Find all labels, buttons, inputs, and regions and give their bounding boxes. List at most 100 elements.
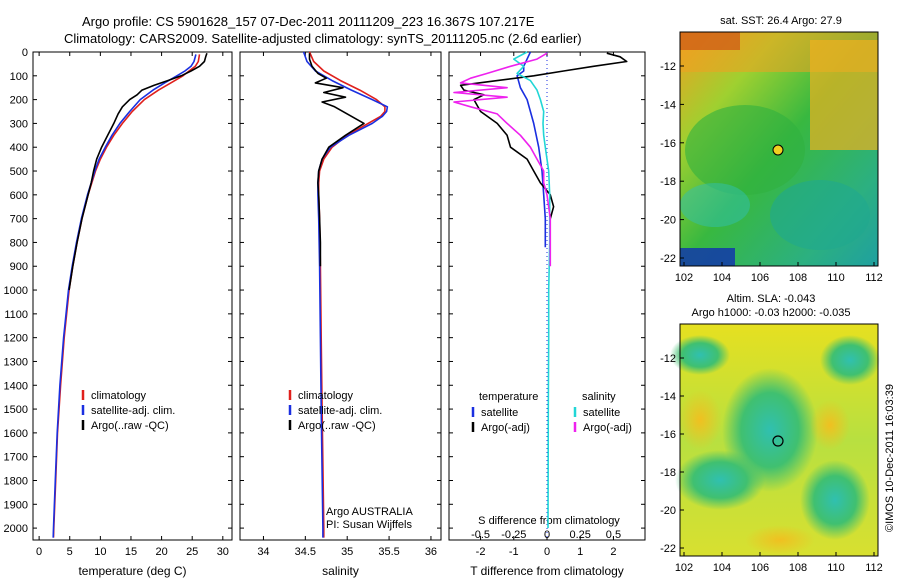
salinity-x-tick-label: 35.5 bbox=[378, 546, 399, 558]
map-y-tick-label: -18 bbox=[660, 176, 676, 188]
map-x-tick-label: 106 bbox=[751, 272, 769, 284]
depth-tick-label: 1600 bbox=[4, 428, 28, 440]
temperature-x-tick-label: 15 bbox=[125, 546, 137, 558]
sst-map: sat. SST: 26.4 Argo: 27.9 -12 -14 -16 -18 -2… bbox=[660, 15, 883, 284]
imos-timestamp: ©IMOS 10-Dec-2011 16:03:39 bbox=[884, 384, 896, 532]
map-x-tick-label: 108 bbox=[789, 562, 807, 574]
depth-tick-label: 600 bbox=[10, 190, 28, 202]
depth-tick-label: 1400 bbox=[4, 380, 28, 392]
map-y-tick-label: -12 bbox=[660, 353, 676, 365]
depth-tick-label: 200 bbox=[10, 95, 28, 107]
temperature-series-line bbox=[52, 54, 197, 538]
difference-series-line bbox=[453, 52, 552, 267]
difference-x-tick-label: 2 bbox=[610, 546, 616, 558]
depth-tick-label: 700 bbox=[10, 214, 28, 226]
difference-legend-label: Argo(-adj) bbox=[583, 422, 632, 434]
map-x-tick-label: 104 bbox=[713, 562, 731, 574]
depth-tick-label: 1500 bbox=[4, 404, 28, 416]
map-x-tick-label: 108 bbox=[789, 272, 807, 284]
salinity-series-line bbox=[308, 53, 365, 267]
temperature-legend-label: satellite-adj. clim. bbox=[91, 405, 175, 417]
depth-tick-label: 900 bbox=[10, 261, 28, 273]
temperature-legend-label: Argo(..raw -QC) bbox=[91, 420, 169, 432]
depth-tick-label: 2000 bbox=[4, 523, 28, 535]
temperature-legend-label: climatology bbox=[91, 390, 147, 402]
temperature-x-tick-label: 10 bbox=[94, 546, 106, 558]
depth-tick-label: 1900 bbox=[4, 499, 28, 511]
map-x-tick-label: 112 bbox=[865, 562, 883, 574]
difference-top-tick-label: 0.5 bbox=[606, 529, 621, 541]
map-y-tick-label: -22 bbox=[660, 543, 676, 555]
salinity-x-tick-label: 34.5 bbox=[295, 546, 316, 558]
depth-axis: 0 100 200 300 400 500 600 700 800 900 1000 1100 1200… bbox=[4, 47, 28, 535]
map-y-tick-label: -20 bbox=[660, 215, 676, 227]
map-x-tick-label: 102 bbox=[675, 272, 693, 284]
difference-panel: -2 -1 0 1 2 T difference from climatology S di… bbox=[448, 51, 646, 578]
profile-annotation: PI: Susan Wijffels bbox=[326, 519, 412, 531]
salinity-x-tick-label: 36 bbox=[425, 546, 437, 558]
salinity-legend-label: Argo(..raw -QC) bbox=[298, 420, 376, 432]
salinity-panel: 34 34.5 35 35.5 36 salinity climatology satelli… bbox=[239, 51, 442, 578]
map-y-tick-label: -20 bbox=[660, 505, 676, 517]
sla-map-title-1: Altim. SLA: -0.043 bbox=[727, 293, 816, 305]
temperature-x-tick-label: 30 bbox=[217, 546, 229, 558]
difference-top-axis-label: S difference from climatology bbox=[478, 515, 620, 527]
header-line-1: Argo profile: CS 5901628_157 07-Dec-2011… bbox=[82, 14, 535, 29]
difference-x-tick-label: -2 bbox=[476, 546, 486, 558]
difference-x-tick-label: 0 bbox=[544, 546, 550, 558]
sla-argo-location-marker bbox=[772, 435, 784, 447]
map-x-tick-label: 102 bbox=[675, 562, 693, 574]
difference-legend-label: Argo(-adj) bbox=[481, 422, 530, 434]
salinity-plot-frame bbox=[239, 51, 442, 541]
depth-tick-label: 1000 bbox=[4, 285, 28, 297]
depth-tick-label: 1200 bbox=[4, 333, 28, 345]
map-y-tick-label: -18 bbox=[660, 467, 676, 479]
temperature-x-tick-label: 25 bbox=[186, 546, 198, 558]
difference-top-tick-label: -0.5 bbox=[471, 529, 490, 541]
map-x-tick-label: 110 bbox=[827, 272, 845, 284]
map-y-tick-label: -16 bbox=[660, 138, 676, 150]
depth-tick-label: 1800 bbox=[4, 475, 28, 487]
difference-x-axis-label: T difference from climatology bbox=[470, 564, 624, 578]
map-x-tick-label: 110 bbox=[827, 562, 845, 574]
temperature-x-axis-label: temperature (deg C) bbox=[78, 564, 186, 578]
difference-legend-label: satellite bbox=[481, 407, 518, 419]
sla-map: Altim. SLA: -0.043 Argo h1000: -0.03 h20… bbox=[660, 293, 883, 574]
salinity-x-tick-label: 35 bbox=[341, 546, 353, 558]
temperature-series-line bbox=[68, 52, 208, 291]
depth-tick-label: 500 bbox=[10, 166, 28, 178]
sst-map-title: sat. SST: 26.4 Argo: 27.9 bbox=[720, 15, 842, 27]
depth-tick-label: 1300 bbox=[4, 356, 28, 368]
difference-legend-label: satellite bbox=[583, 407, 620, 419]
map-y-tick-label: -14 bbox=[660, 99, 676, 111]
salinity-legend-label: climatology bbox=[298, 390, 354, 402]
depth-tick-label: 800 bbox=[10, 237, 28, 249]
profile-annotation: Argo AUSTRALIA bbox=[326, 506, 413, 518]
map-y-tick-label: -14 bbox=[660, 391, 676, 403]
difference-legend-title: salinity bbox=[582, 391, 616, 403]
sst-argo-location-marker bbox=[772, 144, 784, 156]
map-x-tick-label: 104 bbox=[713, 272, 731, 284]
map-y-tick-label: -22 bbox=[660, 253, 676, 265]
map-y-tick-label: -16 bbox=[660, 429, 676, 441]
sla-map-title-2: Argo h1000: -0.03 h2000: -0.035 bbox=[691, 307, 850, 319]
depth-tick-label: 300 bbox=[10, 118, 28, 130]
map-x-tick-label: 106 bbox=[751, 562, 769, 574]
difference-legend-title: temperature bbox=[479, 391, 538, 403]
depth-tick-label: 100 bbox=[10, 71, 28, 83]
difference-x-tick-label: 1 bbox=[577, 546, 583, 558]
temperature-x-tick-label: 0 bbox=[36, 546, 42, 558]
depth-tick-label: 400 bbox=[10, 142, 28, 154]
temperature-panel: 0 5 10 15 20 25 30 temperature (deg C) climatolo… bbox=[32, 51, 233, 578]
salinity-series-line bbox=[302, 51, 389, 538]
temperature-x-tick-label: 5 bbox=[67, 546, 73, 558]
temperature-x-tick-label: 20 bbox=[155, 546, 167, 558]
map-y-tick-label: -12 bbox=[660, 61, 676, 73]
depth-tick-label: 1100 bbox=[4, 309, 28, 321]
difference-series-line bbox=[512, 51, 551, 529]
temperature-plot-frame bbox=[32, 51, 233, 541]
salinity-x-tick-label: 34 bbox=[257, 546, 269, 558]
depth-tick-label: 0 bbox=[22, 47, 28, 59]
header-line-2: Climatology: CARS2009. Satellite-adjuste… bbox=[64, 31, 582, 46]
